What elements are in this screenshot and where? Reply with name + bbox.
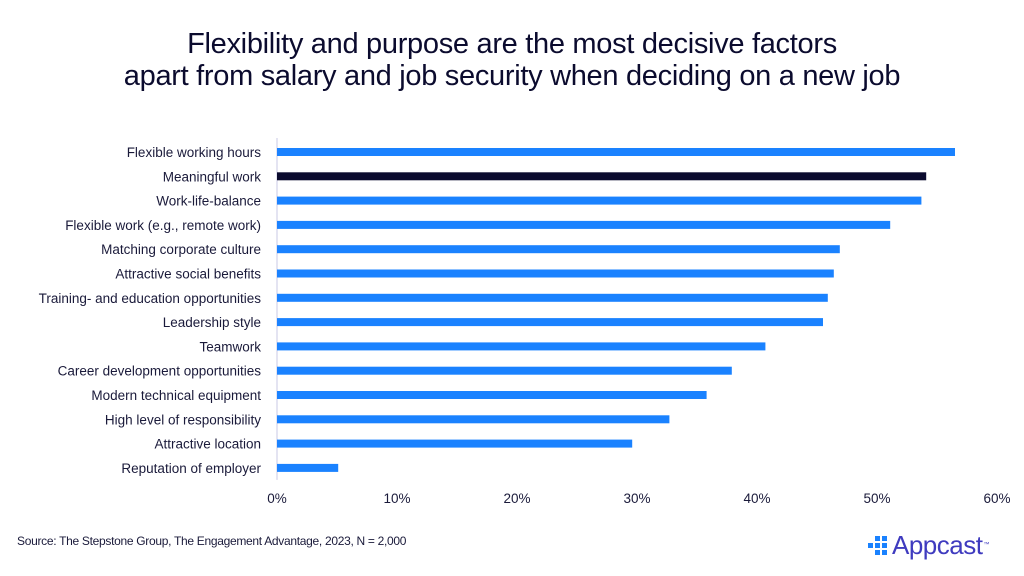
category-label: Teamwork	[199, 339, 261, 354]
bar	[277, 415, 670, 424]
category-label: Career development opportunities	[58, 364, 262, 379]
chart-title-line-2: apart from salary and job security when …	[123, 60, 901, 92]
category-label: High level of responsibility	[105, 412, 261, 427]
x-tick-label: 40%	[743, 491, 770, 506]
x-tick-label: 20%	[503, 491, 530, 506]
x-tick-label: 60%	[983, 491, 1010, 506]
category-label: Attractive location	[154, 437, 261, 452]
x-tick-label: 30%	[623, 491, 650, 506]
bar	[277, 172, 927, 181]
bar	[277, 366, 732, 375]
bar	[277, 148, 955, 156]
category-label: Flexible work (e.g., remote work)	[65, 218, 261, 233]
category-label: Attractive social benefits	[115, 267, 261, 282]
bar	[277, 293, 828, 302]
category-label: Work-life-balance	[156, 194, 261, 209]
bar	[277, 269, 834, 278]
dot-grid-icon	[868, 535, 887, 555]
bar	[277, 391, 707, 399]
category-label: Reputation of employer	[121, 461, 261, 476]
appcast-logo: Appcast ™	[868, 531, 989, 559]
chart-title-line-1: Flexibility and purpose are the most dec…	[187, 28, 837, 60]
category-label: Modern technical equipment	[91, 388, 261, 403]
bar	[277, 196, 922, 205]
source-note: Source: The Stepstone Group, The Engagem…	[17, 534, 407, 548]
logo-text: Appcast	[892, 530, 983, 560]
category-label: Training- and education opportunities	[39, 291, 262, 306]
bar	[277, 245, 840, 254]
trademark: ™	[983, 542, 990, 548]
bar	[277, 342, 766, 351]
bar	[277, 439, 633, 448]
category-label: Meaningful work	[163, 169, 262, 184]
x-tick-label: 0%	[267, 491, 287, 506]
category-label: Leadership style	[163, 315, 261, 330]
bar	[277, 220, 891, 229]
category-label: Flexible working hours	[127, 145, 262, 160]
bar	[277, 318, 823, 327]
x-tick-label: 50%	[863, 491, 890, 506]
bar	[277, 463, 339, 472]
x-tick-label: 10%	[383, 491, 410, 506]
category-label: Matching corporate culture	[101, 242, 261, 257]
